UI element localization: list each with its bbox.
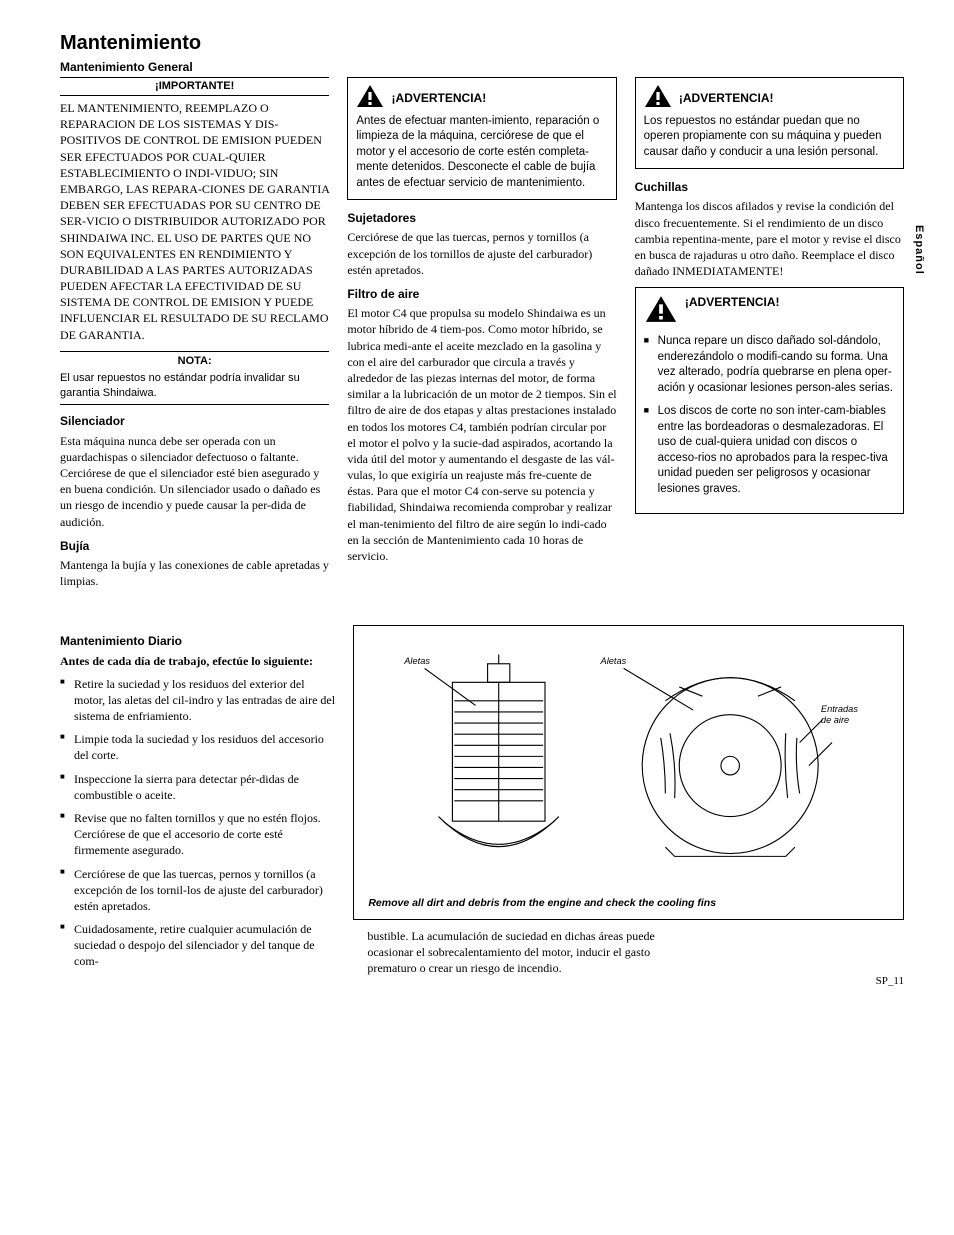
- list-item: Retire la suciedad y los residuos del ex…: [60, 676, 335, 725]
- warning-list-item: Los discos de corte no son inter-cam-bia…: [644, 404, 895, 497]
- warning-box-maintenance: ¡ADVERTENCIA! Antes de efectuar manten-i…: [347, 77, 616, 200]
- warning-list: Nunca repare un disco dañado sol-dándolo…: [644, 334, 895, 497]
- three-column-layout: ¡IMPORTANTE! EL MANTENIMIENTO, REEMPLAZO…: [60, 77, 904, 597]
- warning-label: ¡ADVERTENCIA!: [685, 295, 780, 309]
- daily-list: Retire la suciedad y los residuos del ex…: [60, 676, 335, 970]
- daily-heading: Mantenimiento Diario: [60, 633, 335, 649]
- warning-list-item: Nunca repare un disco dañado sol-dándolo…: [644, 334, 895, 396]
- sujetadores-heading: Sujetadores: [347, 210, 616, 226]
- warning-label: ¡ADVERTENCIA!: [679, 91, 774, 105]
- bujia-heading: Bujía: [60, 538, 329, 554]
- language-tab: Español: [911, 225, 926, 275]
- silenciador-body: Esta máquina nunca debe ser operada con …: [60, 433, 329, 530]
- figure-caption: Remove all dirt and debris from the engi…: [368, 896, 889, 910]
- warning-triangle-icon: [356, 84, 384, 114]
- list-item: Revise que no falten tornillos y que no …: [60, 810, 335, 859]
- daily-left-column: Mantenimiento Diario Antes de cada día d…: [60, 625, 335, 976]
- warning-label: ¡ADVERTENCIA!: [392, 91, 487, 105]
- column-2: ¡ADVERTENCIA! Antes de efectuar manten-i…: [347, 77, 616, 597]
- warning-box-blades: ¡ADVERTENCIA! Nunca repare un disco daña…: [635, 287, 904, 514]
- engine-figure: Aletas Aletas Entradas de aire Remove al…: [353, 625, 904, 919]
- column-3: ¡ADVERTENCIA! Los repuestos no estándar …: [635, 77, 904, 597]
- list-item: Cuidadosamente, retire cualquier acumula…: [60, 921, 335, 970]
- section-subtitle: Mantenimiento General: [60, 59, 904, 75]
- list-item: Inspeccione la sierra para detectar pér-…: [60, 771, 335, 803]
- warning-triangle-icon: [644, 84, 672, 114]
- importante-banner: ¡IMPORTANTE!: [60, 77, 329, 96]
- warning-box-parts: ¡ADVERTENCIA! Los repuestos no estándar …: [635, 77, 904, 169]
- figure-label-aletas-2: Aletas: [600, 656, 627, 666]
- warning-body: Antes de efectuar manten-imiento, repara…: [356, 115, 599, 189]
- cuchillas-body: Mantenga los discos afilados y revise la…: [635, 198, 904, 279]
- column-1: ¡IMPORTANTE! EL MANTENIMIENTO, REEMPLAZO…: [60, 77, 329, 597]
- nota-banner: NOTA:: [60, 351, 329, 369]
- list-item: Cerciórese de que las tuercas, pernos y …: [60, 866, 335, 915]
- filtro-heading: Filtro de aire: [347, 286, 616, 302]
- figure-label-aletas-1: Aletas: [404, 656, 431, 666]
- daily-maintenance-row: Mantenimiento Diario Antes de cada día d…: [60, 625, 904, 976]
- bujia-body: Mantenga la bujía y las conexiones de ca…: [60, 557, 329, 589]
- importante-body: EL MANTENIMIENTO, REEMPLAZO O REPARACION…: [60, 100, 329, 343]
- daily-continuation: bustible. La acumulación de suciedad en …: [367, 928, 670, 977]
- daily-right-column: Aletas Aletas Entradas de aire Remove al…: [353, 625, 904, 976]
- warning-triangle-icon: [644, 295, 678, 329]
- daily-lead: Antes de cada día de trabajo, efectúe lo…: [60, 653, 335, 669]
- figure-label-entradas: Entradas de aire: [821, 704, 861, 725]
- warning-body: Los repuestos no estándar puedan que no …: [644, 115, 882, 158]
- page-number: SP_11: [876, 974, 904, 989]
- nota-body: El usar repuestos no estándar podría inv…: [60, 369, 329, 406]
- sujetadores-body: Cerciórese de que las tuercas, pernos y …: [347, 229, 616, 278]
- list-item: Limpie toda la suciedad y los residuos d…: [60, 731, 335, 763]
- engine-diagram-svg: Aletas Aletas Entradas de aire: [368, 636, 889, 886]
- filtro-body: El motor C4 que propulsa su modelo Shind…: [347, 305, 616, 564]
- cuchillas-heading: Cuchillas: [635, 179, 904, 195]
- page-title: Mantenimiento: [60, 30, 904, 57]
- silenciador-heading: Silenciador: [60, 413, 329, 429]
